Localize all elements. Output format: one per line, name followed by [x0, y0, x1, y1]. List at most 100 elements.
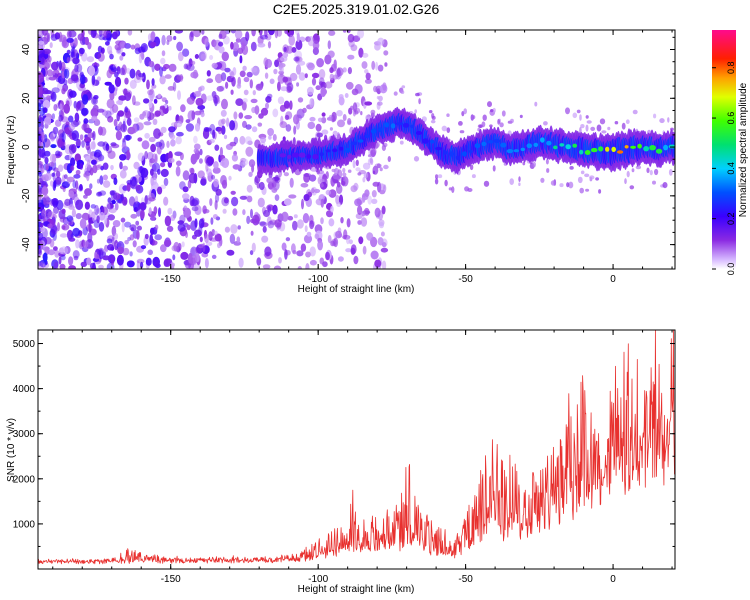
noise-blob: [90, 107, 99, 118]
noise-blob: [197, 104, 206, 110]
noise-blob: [161, 50, 166, 57]
ridge-core: [605, 146, 610, 152]
ridge-core: [474, 143, 481, 149]
noise-blob: [126, 117, 132, 127]
noise-blob: [70, 157, 76, 167]
spectrogram-noise-layer: [38, 30, 675, 269]
noise-blob: [126, 149, 130, 161]
noise-blob: [283, 46, 287, 53]
noise-blob: [61, 208, 66, 214]
noise-blob: [384, 62, 388, 67]
noise-blob: [115, 130, 122, 141]
noise-blob: [293, 214, 298, 219]
noise-blob: [360, 111, 363, 116]
noise-blob: [353, 182, 359, 191]
x-tick-label: 0: [610, 274, 616, 285]
noise-blob: [106, 32, 112, 43]
noise-blob: [245, 31, 250, 42]
noise-blob: [272, 108, 279, 118]
colorbar-tick-label: 0.4: [726, 162, 736, 175]
noise-blob: [223, 197, 229, 204]
noise-blob: [271, 187, 278, 193]
noise-blob: [340, 217, 344, 224]
noise-blob: [353, 255, 359, 265]
noise-blob: [81, 107, 89, 116]
noise-blob: [167, 157, 175, 163]
noise-blob: [83, 194, 88, 199]
noise-blob: [293, 114, 300, 125]
noise-blob: [53, 261, 59, 269]
noise-blob: [383, 184, 387, 193]
noise-blob: [71, 74, 79, 82]
noise-blob: [50, 144, 57, 149]
noise-blob: [84, 201, 90, 210]
snr-panel: -150 -100 -50 0 1000 2000 3000 4000 5000 Height…: [6, 329, 676, 595]
y-tick-label: 1000: [13, 519, 36, 530]
noise-blob: [250, 67, 258, 73]
noise-blob: [302, 213, 310, 224]
noise-blob: [579, 114, 582, 121]
noise-blob: [371, 190, 377, 198]
noise-blob: [435, 174, 439, 180]
noise-blob: [352, 108, 356, 117]
noise-blob: [38, 102, 41, 112]
noise-blob: [182, 186, 189, 193]
noise-blob: [179, 181, 186, 190]
noise-blob: [334, 167, 338, 176]
noise-blob: [532, 161, 536, 168]
noise-blob: [317, 117, 323, 123]
ridge-core: [590, 147, 598, 153]
ridge-core: [559, 143, 565, 147]
noise-blob: [576, 109, 581, 114]
snr-y-label: SNR (10 * v/v): [6, 418, 17, 482]
noise-blob: [108, 84, 115, 94]
noise-blob: [224, 226, 230, 233]
noise-blob: [111, 143, 120, 149]
noise-blob: [64, 198, 71, 206]
noise-blob: [167, 86, 175, 91]
noise-blob: [344, 93, 349, 98]
noise-blob: [150, 143, 157, 153]
noise-blob: [251, 242, 256, 253]
noise-blob: [174, 120, 183, 128]
noise-blob: [255, 83, 263, 91]
ridge-core: [461, 151, 467, 157]
noise-blob: [163, 196, 169, 206]
noise-blob: [428, 110, 433, 114]
noise-blob: [243, 89, 249, 96]
noise-blob: [166, 35, 173, 42]
noise-blob: [84, 155, 92, 162]
noise-blob: [458, 121, 463, 126]
noise-blob: [274, 174, 279, 183]
noise-blob: [198, 158, 203, 164]
ridge-core: [396, 122, 403, 126]
noise-blob: [545, 158, 549, 165]
noise-blob: [254, 105, 260, 115]
noise-blob: [375, 61, 379, 71]
noise-blob: [110, 255, 114, 264]
noise-blob: [71, 208, 76, 218]
ridge-core: [306, 154, 312, 159]
noise-blob: [180, 251, 189, 260]
noise-blob: [200, 176, 207, 185]
noise-blob: [89, 151, 94, 160]
colorbar-ticks: 0.0 0.2 0.4 0.6 0.8: [712, 61, 736, 275]
noise-blob: [572, 112, 578, 119]
noise-blob: [297, 60, 306, 66]
noise-blob: [267, 220, 275, 229]
noise-blob: [75, 103, 80, 112]
noise-blob: [47, 223, 53, 229]
noise-blob: [393, 91, 398, 96]
noise-blob: [580, 124, 585, 129]
noise-blob: [231, 196, 239, 207]
noise-blob: [518, 176, 521, 183]
noise-blob: [66, 37, 74, 43]
noise-blob: [320, 86, 327, 98]
noise-blob: [135, 206, 141, 217]
noise-blob: [332, 74, 339, 80]
noise-blob: [88, 209, 93, 218]
noise-blob: [97, 52, 105, 62]
noise-blob: [362, 176, 366, 183]
noise-blob: [234, 30, 243, 39]
noise-blob: [590, 126, 596, 131]
